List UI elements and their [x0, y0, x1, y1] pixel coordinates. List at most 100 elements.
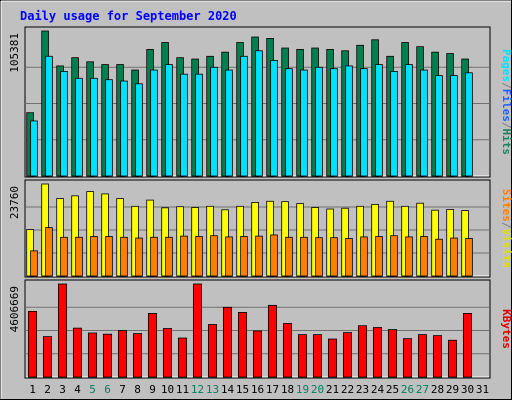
x-tick-label: 5 [89, 383, 96, 396]
bar-kbytes-day-2 [42, 336, 53, 378]
bar-kbytes-day-11 [177, 337, 188, 378]
bar-files-day-30 [465, 72, 473, 177]
bar-sites-day-11 [180, 235, 188, 277]
bar-kbytes-day-29 [447, 339, 458, 378]
bar-files-day-16 [255, 50, 263, 177]
bar-kbytes-day-22 [342, 332, 353, 378]
x-tick-label: 19 [296, 383, 309, 396]
bar-files-day-2 [45, 55, 53, 177]
bar-visits-day-4 [71, 195, 79, 277]
bar-sites-day-20 [315, 237, 323, 277]
bar-kbytes-day-5 [87, 332, 98, 378]
bar-files-day-18 [285, 68, 293, 177]
y-max-label: 23760 [8, 186, 21, 219]
x-tick-label: 21 [326, 383, 339, 396]
x-tick-label: 6 [104, 383, 111, 396]
legend-entry: KBytes [500, 309, 512, 349]
legend-entry: Files [500, 89, 512, 122]
bar-files-day-21 [330, 68, 338, 177]
legend-entry: Pages [500, 49, 512, 82]
bar-kbytes-day-18 [282, 323, 293, 378]
bar-files-day-26 [405, 64, 413, 177]
x-tick-label: 29 [446, 383, 459, 396]
x-tick-label: 27 [416, 383, 429, 396]
x-tick-label: 14 [221, 383, 235, 396]
bar-files-day-1 [30, 120, 38, 177]
bar-kbytes-day-16 [252, 330, 263, 378]
bar-files-day-29 [450, 75, 458, 177]
bar-sites-day-13 [210, 235, 218, 277]
bar-sites-day-24 [375, 236, 383, 277]
bar-files-day-6 [105, 79, 113, 177]
bar-sites-day-3 [60, 236, 68, 277]
legend-entry: Hits [500, 129, 512, 156]
bar-sites-day-2 [45, 227, 53, 277]
x-tick-label: 4 [74, 383, 81, 396]
y-max-label: 4606669 [8, 286, 21, 332]
bar-files-day-19 [300, 69, 308, 177]
x-tick-label: 15 [236, 383, 249, 396]
x-tick-label: 31 [476, 383, 489, 396]
bar-sites-day-19 [300, 236, 308, 277]
bar-files-day-15 [240, 55, 248, 177]
series-kbytes [27, 283, 473, 378]
bar-files-day-10 [165, 64, 173, 177]
legend-entry: / [500, 122, 512, 129]
x-tick-label: 18 [281, 383, 294, 396]
bar-kbytes-day-24 [372, 327, 383, 378]
panel-kbytes: 4606669 KBytes [8, 279, 512, 379]
x-tick-label: 24 [371, 383, 385, 396]
legend-entry: / [500, 82, 512, 89]
bar-kbytes-day-8 [132, 333, 143, 378]
bar-sites-day-18 [285, 236, 293, 277]
bar-sites-day-9 [150, 236, 158, 277]
legend-visits-sites: Sites/Visits [500, 189, 512, 269]
x-tick-label: 9 [149, 383, 156, 396]
bar-files-day-12 [195, 73, 203, 177]
bar-files-day-4 [75, 77, 83, 177]
bar-kbytes-day-10 [162, 328, 173, 378]
bar-kbytes-day-14 [222, 306, 233, 378]
x-axis-tick-labels: 1 2 3 4 5 6 7 8 9 10 11 12 13 14 15 16 17 18 19 20 21 22 23 24 2… [29, 383, 489, 396]
x-tick-label: 25 [386, 383, 399, 396]
bar-sites-day-5 [90, 236, 98, 277]
bar-kbytes-day-17 [267, 304, 278, 378]
bar-files-day-17 [270, 60, 278, 177]
bar-sites-day-6 [105, 236, 113, 277]
bar-files-day-5 [90, 77, 98, 177]
x-tick-label: 12 [191, 383, 204, 396]
bar-kbytes-day-3 [57, 283, 68, 378]
legend-kbytes: KBytes [500, 309, 512, 349]
x-tick-label: 17 [266, 383, 279, 396]
x-tick-label: 20 [311, 383, 324, 396]
series-files [30, 50, 473, 177]
bar-sites-day-29 [450, 237, 458, 277]
bar-kbytes-day-23 [357, 325, 368, 378]
bar-files-day-11 [180, 73, 188, 177]
legend-entry: Sites [500, 189, 512, 222]
bar-files-day-24 [375, 64, 383, 177]
bar-files-day-28 [435, 75, 443, 177]
x-tick-label: 22 [341, 383, 354, 396]
legend-entry: Visits [500, 229, 512, 269]
bar-files-day-14 [225, 69, 233, 177]
bar-files-day-23 [360, 68, 368, 177]
bar-files-day-8 [135, 83, 143, 177]
bar-sites-day-15 [240, 236, 248, 277]
bar-kbytes-day-20 [312, 334, 323, 378]
x-tick-label: 1 [29, 383, 36, 396]
bar-sites-day-21 [330, 237, 338, 277]
bar-kbytes-day-12 [192, 283, 203, 378]
bar-kbytes-day-28 [432, 335, 443, 378]
bar-sites-day-4 [75, 236, 83, 277]
bar-files-day-13 [210, 66, 218, 177]
bar-files-day-22 [345, 65, 353, 177]
series-sites [30, 227, 473, 277]
legend-hits-files-pages: Pages/Files/Hits [500, 49, 512, 155]
series-visits [26, 183, 469, 277]
x-tick-label: 7 [119, 383, 126, 396]
bar-kbytes-day-27 [417, 334, 428, 378]
x-tick-label: 16 [251, 383, 264, 396]
